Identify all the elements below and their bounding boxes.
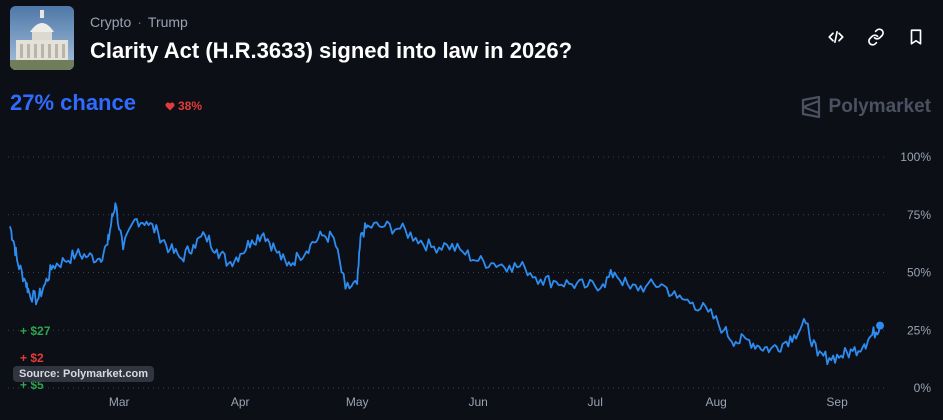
link-icon <box>868 28 884 46</box>
market-thumbnail <box>10 6 74 70</box>
x-tick-label: Mar <box>109 395 130 409</box>
trade-item: + $2 <box>20 351 44 365</box>
y-tick-label: 100% <box>900 150 931 164</box>
chance-value: 27% chance <box>10 90 136 115</box>
series-line-yes <box>9 202 881 366</box>
polymarket-logo-icon <box>801 96 820 118</box>
source-label: Source: Polymarket.com <box>13 366 154 382</box>
y-tick-label: 50% <box>907 266 931 280</box>
y-tick-label: 0% <box>914 381 932 395</box>
change-value: 38% <box>178 99 203 113</box>
x-tick-label: Aug <box>705 395 726 409</box>
header-actions <box>825 26 927 48</box>
brand-name: Polymarket <box>828 96 931 117</box>
x-tick-label: Jun <box>468 395 487 409</box>
recent-trades: + $27 + $2 + $5 <box>20 318 50 399</box>
code-icon <box>828 30 844 44</box>
breadcrumb-trump[interactable]: Trump <box>147 14 188 30</box>
x-tick-label: Jul <box>588 395 603 409</box>
bookmark-icon <box>910 29 922 45</box>
breadcrumb: Crypto · Trump <box>90 14 188 30</box>
x-tick-label: Apr <box>231 395 250 409</box>
y-tick-label: 25% <box>907 323 931 337</box>
trade-item: + $27 <box>20 324 51 338</box>
bookmark-button[interactable] <box>905 26 927 48</box>
brand-watermark: Polymarket <box>801 96 931 118</box>
x-tick-label: May <box>346 395 369 409</box>
price-chart[interactable]: 100% 75% 50% 25% 0% Mar Apr May Jun Jul Aug Sep <box>0 140 943 410</box>
heart-icon <box>165 102 175 110</box>
embed-button[interactable] <box>825 26 847 48</box>
x-tick-label: Sep <box>826 395 848 409</box>
copy-link-button[interactable] <box>865 26 887 48</box>
page-title: Clarity Act (H.R.3633) signed into law i… <box>90 38 573 63</box>
y-tick-label: 75% <box>907 208 931 222</box>
breadcrumb-separator: · <box>137 14 142 30</box>
breadcrumb-crypto[interactable]: Crypto <box>90 14 132 30</box>
change-badge: 38% <box>165 99 202 113</box>
last-price-point <box>876 321 884 330</box>
